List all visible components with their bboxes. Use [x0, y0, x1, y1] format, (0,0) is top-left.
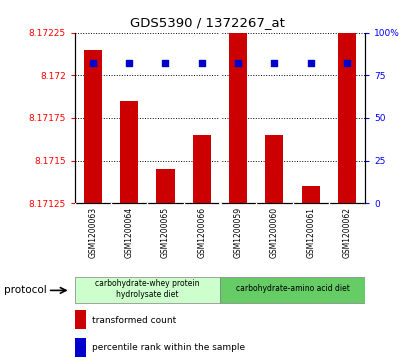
Point — [90, 61, 96, 66]
Text: carbohydrate-amino acid diet: carbohydrate-amino acid diet — [236, 285, 349, 293]
Point — [235, 61, 242, 66]
Text: GSM1200065: GSM1200065 — [161, 207, 170, 258]
Point — [198, 61, 205, 66]
Text: GDS5390 / 1372267_at: GDS5390 / 1372267_at — [130, 16, 285, 29]
Text: transformed count: transformed count — [92, 316, 176, 325]
Bar — [120, 101, 138, 203]
Text: percentile rank within the sample: percentile rank within the sample — [92, 343, 245, 352]
Text: GSM1200064: GSM1200064 — [124, 207, 134, 258]
Bar — [229, 33, 247, 203]
Text: GSM1200061: GSM1200061 — [306, 207, 315, 258]
Text: GSM1200063: GSM1200063 — [88, 207, 98, 258]
Text: carbohydrate-whey protein
hydrolysate diet: carbohydrate-whey protein hydrolysate di… — [95, 279, 200, 299]
Point — [271, 61, 278, 66]
Point — [162, 61, 169, 66]
FancyBboxPatch shape — [220, 277, 365, 303]
Text: GSM1200059: GSM1200059 — [234, 207, 243, 258]
Bar — [193, 135, 211, 203]
Text: GSM1200062: GSM1200062 — [342, 207, 352, 258]
Bar — [84, 50, 102, 203]
Bar — [156, 169, 175, 203]
Bar — [302, 186, 320, 203]
Bar — [265, 135, 283, 203]
Text: GSM1200060: GSM1200060 — [270, 207, 279, 258]
Bar — [75, 310, 86, 330]
Bar — [75, 338, 86, 356]
Text: protocol: protocol — [4, 285, 47, 295]
Point — [308, 61, 314, 66]
Point — [344, 61, 350, 66]
Bar — [338, 33, 356, 203]
FancyBboxPatch shape — [75, 277, 220, 303]
Text: GSM1200066: GSM1200066 — [197, 207, 206, 258]
Point — [126, 61, 132, 66]
